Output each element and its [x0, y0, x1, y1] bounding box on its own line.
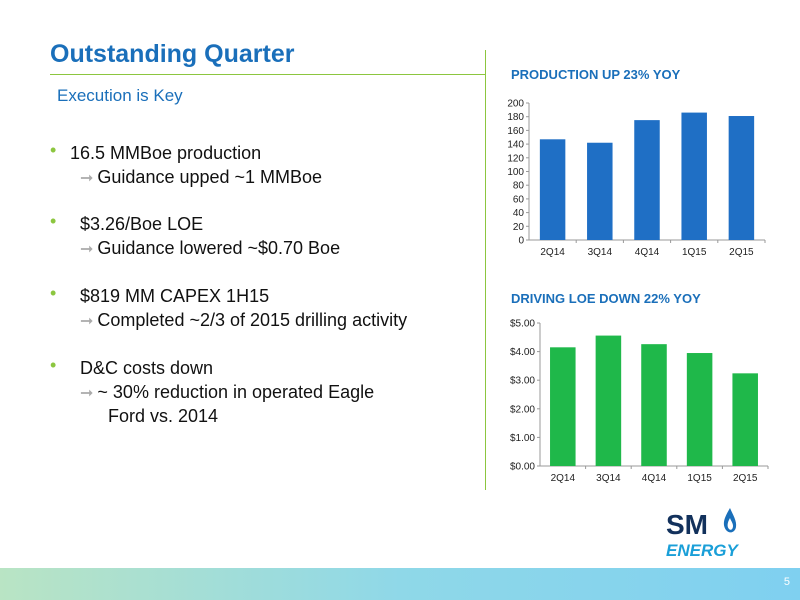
bullet-text: D&C costs down — [80, 358, 214, 378]
bullet-sub-item: ➞ ~ 30% reduction in operated Eagle — [80, 382, 374, 403]
bullet-text: $819 MM CAPEX 1H15 — [80, 286, 270, 306]
loe-y-tick-label: $0.00 — [510, 462, 535, 473]
bullet-dot-icon: • — [50, 283, 57, 303]
production-x-tick-label: 2Q14 — [540, 247, 565, 258]
page-number: 5 — [783, 576, 790, 588]
loe-y-tick-label: $2.00 — [510, 404, 535, 415]
production-y-tick-label: 20 — [513, 222, 525, 233]
loe-x-tick-label: 3Q14 — [596, 473, 621, 484]
production-y-tick-label: 80 — [513, 181, 525, 192]
arrow-right-icon: ➞ — [80, 241, 94, 258]
production-y-tick-label: 200 — [507, 99, 524, 110]
arrow-right-icon: ➞ — [80, 170, 94, 187]
bullet-dot-icon: • — [50, 211, 57, 231]
bullet-sub-item: ➞ Guidance upped ~1 MMBoe — [80, 167, 322, 188]
bullet-sub-continuation: Ford vs. 2014 — [108, 406, 219, 426]
loe-y-tick-label: $4.00 — [510, 347, 535, 358]
slide-subtitle: Execution is Key — [57, 86, 183, 105]
bullet-sub-text: Completed ~2/3 of 2015 drilling activity — [97, 310, 408, 330]
bullet-dot-icon: • — [50, 140, 57, 160]
arrow-right-icon: ➞ — [80, 313, 94, 330]
production-bar — [539, 139, 566, 240]
loe-bar — [686, 353, 713, 466]
bullet-sub-text: Guidance lowered ~$0.70 Boe — [97, 238, 341, 258]
loe-y-tick-label: $1.00 — [510, 433, 535, 444]
loe-bar — [595, 335, 622, 466]
production-x-tick-label: 1Q15 — [682, 247, 707, 258]
bullet-text: 16.5 MMBoe production — [70, 143, 262, 163]
loe-bar — [550, 347, 576, 466]
bullet-sub-item: ➞ Guidance lowered ~$0.70 Boe — [80, 238, 340, 259]
production-y-tick-label: 120 — [507, 153, 524, 164]
arrow-right-icon: ➞ — [80, 385, 94, 402]
flame-inner-icon — [727, 518, 733, 530]
bullet-sub-text: ~ 30% reduction in operated Eagle — [97, 382, 375, 402]
loe-bar — [732, 373, 758, 466]
loe-bar-chart: $0.00 $1.00 $2.00 $3.00 $4.00 $5.00 2Q14 3Q14 4Q… — [510, 319, 769, 484]
bullet-text: $3.26/Boe LOE — [80, 214, 204, 234]
production-bar — [681, 112, 707, 240]
production-bar — [728, 116, 755, 240]
production-y-tick-label: 160 — [507, 126, 524, 137]
loe-x-tick-label: 2Q14 — [551, 473, 576, 484]
production-bar — [634, 120, 660, 240]
loe-bar — [641, 344, 667, 466]
bullet-sub-text: Guidance upped ~1 MMBoe — [97, 167, 323, 187]
loe-chart-title: DRIVING LOE DOWN 22% YOY — [511, 291, 701, 306]
loe-x-tick-label: 2Q15 — [733, 473, 758, 484]
production-y-tick-label: 140 — [507, 140, 524, 151]
production-bar-chart: 0 20 40 60 80 100 120 140 160 180 200 2Q14 3Q14 4Q14 1… — [507, 99, 766, 258]
slide-title: Outstanding Quarter — [50, 40, 295, 68]
bullet-sub-item: ➞ Completed ~2/3 of 2015 drilling activit… — [80, 310, 407, 331]
production-y-tick-label: 180 — [507, 112, 524, 123]
loe-x-tick-label: 4Q14 — [642, 473, 667, 484]
production-y-tick-label: 60 — [513, 194, 525, 205]
column-divider — [485, 50, 486, 490]
logo-text-sm: SM — [666, 509, 708, 540]
loe-y-tick-label: $5.00 — [510, 319, 535, 330]
production-y-tick-label: 0 — [518, 236, 524, 247]
production-y-tick-label: 40 — [513, 208, 525, 219]
production-x-tick-label: 4Q14 — [635, 247, 660, 258]
loe-y-tick-label: $3.00 — [510, 376, 535, 387]
production-x-tick-label: 3Q14 — [588, 247, 613, 258]
sm-energy-logo: SM ENERGY — [666, 508, 739, 560]
production-x-tick-label: 2Q15 — [729, 247, 754, 258]
logo-text-energy: ENERGY — [666, 541, 739, 560]
production-chart-title: PRODUCTION UP 23% YOY — [511, 67, 681, 82]
bullet-dot-icon: • — [50, 355, 57, 375]
footer-band — [0, 568, 800, 600]
title-underline — [50, 74, 485, 75]
production-bar — [587, 142, 613, 240]
loe-x-tick-label: 1Q15 — [687, 473, 712, 484]
production-y-tick-label: 100 — [507, 167, 524, 178]
